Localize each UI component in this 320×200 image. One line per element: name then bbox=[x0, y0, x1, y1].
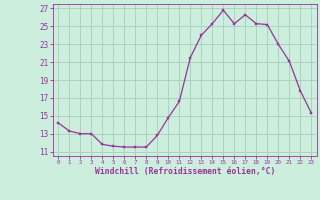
X-axis label: Windchill (Refroidissement éolien,°C): Windchill (Refroidissement éolien,°C) bbox=[95, 167, 275, 176]
